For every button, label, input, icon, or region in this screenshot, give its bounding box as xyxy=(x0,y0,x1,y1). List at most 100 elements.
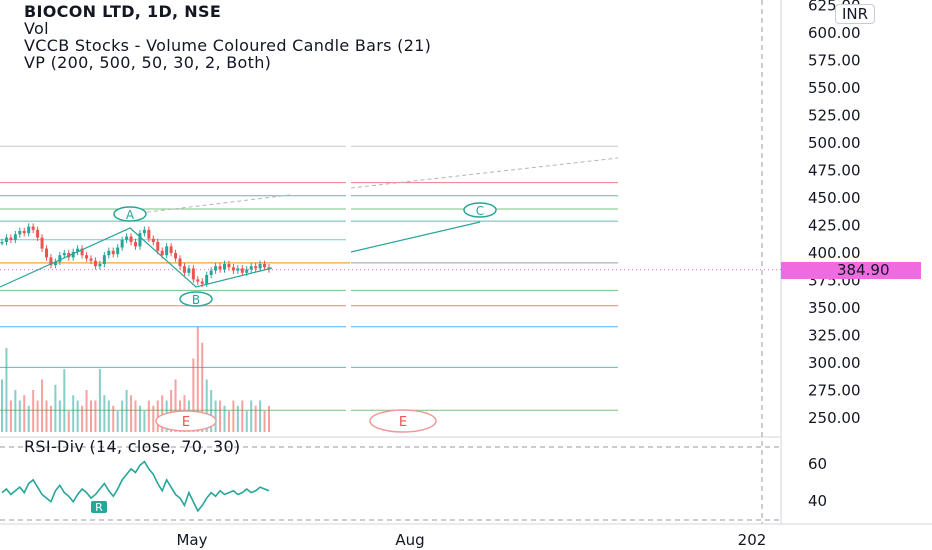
volume-bar xyxy=(54,384,57,432)
candle-body xyxy=(182,266,186,273)
candle-body xyxy=(169,246,173,253)
candle-body xyxy=(58,255,62,262)
volume-bar xyxy=(196,327,199,432)
candle-body xyxy=(245,269,249,273)
candle-body xyxy=(27,226,31,234)
volume-bar xyxy=(263,411,266,432)
candle-body xyxy=(36,229,40,238)
symbol-title[interactable]: BIOCON LTD, 1D, NSE xyxy=(24,2,222,21)
currency-badge[interactable]: INR xyxy=(835,4,876,24)
volume-bar xyxy=(223,405,226,432)
volume-bar xyxy=(41,379,44,432)
volume-bar xyxy=(147,400,150,432)
volume-bar xyxy=(174,379,177,432)
volume-bar xyxy=(245,411,248,432)
volume-bar xyxy=(98,369,101,432)
volume-bar xyxy=(5,348,8,432)
price-axis-label: 350.00 xyxy=(808,299,861,317)
volume-bar xyxy=(18,400,21,432)
event-marker-2[interactable]: E xyxy=(369,409,437,433)
volume-bar xyxy=(81,405,84,432)
candle-body xyxy=(231,267,235,271)
event-marker-1[interactable]: E xyxy=(155,410,217,432)
candle-body xyxy=(107,250,111,256)
volume-bar xyxy=(170,390,173,432)
volume-bar xyxy=(232,400,235,432)
volume-bar xyxy=(268,405,270,432)
candle-body xyxy=(187,268,191,273)
event-marker-2-text: E xyxy=(399,415,407,430)
wave-lines xyxy=(0,221,481,288)
candle-body xyxy=(236,268,240,271)
candle-body xyxy=(9,237,13,240)
candle-body xyxy=(214,266,218,271)
volume-bar xyxy=(85,390,88,432)
price-axis-label: 425.00 xyxy=(808,217,861,235)
wave-label-a-text: A xyxy=(126,208,135,222)
volume-bar xyxy=(58,400,61,432)
candle-body xyxy=(249,266,253,270)
price-axis-label: 500.00 xyxy=(808,134,861,152)
time-axis[interactable]: May Aug 202 xyxy=(176,531,766,549)
candle-body xyxy=(62,253,66,256)
trend-line xyxy=(139,194,291,214)
last-price-tag: 384.90 xyxy=(781,262,921,279)
candle-body xyxy=(205,275,209,284)
volume-bar xyxy=(49,405,52,432)
rsi-indicator-title[interactable]: RSI-Div (14, close, 70, 30) xyxy=(24,437,241,456)
candle-body xyxy=(85,255,89,259)
price-axis-label: 250.00 xyxy=(808,409,861,427)
candle-body xyxy=(120,239,124,248)
candle-body xyxy=(147,229,151,239)
price-axis[interactable]: 625.00600.00575.00550.00525.00500.00475.… xyxy=(808,0,861,427)
price-axis-label: 550.00 xyxy=(808,79,861,97)
candle-body xyxy=(40,237,44,249)
candle-body xyxy=(160,250,164,256)
candle-body xyxy=(13,234,17,240)
volume-bar xyxy=(67,411,70,432)
volume-bar xyxy=(219,400,222,432)
candle-body xyxy=(93,260,97,267)
candle-body xyxy=(53,261,57,266)
trend-line xyxy=(350,157,619,189)
volume-bar xyxy=(192,358,195,432)
candle-body xyxy=(218,266,222,270)
indicator-volume[interactable]: Vol xyxy=(24,19,49,38)
volume-bar xyxy=(63,369,66,432)
candle-body xyxy=(4,237,8,242)
candle-body xyxy=(71,251,75,258)
volume-bar xyxy=(130,395,133,432)
candle-body xyxy=(80,248,84,256)
volume-bar xyxy=(9,400,12,432)
wave-label-a[interactable]: A xyxy=(113,206,147,222)
volume-bar xyxy=(143,411,146,432)
indicator-volume-profile[interactable]: VP (200, 500, 50, 30, 2, Both) xyxy=(24,53,272,72)
wave-label-b-text: B xyxy=(192,293,200,307)
candle-body xyxy=(22,231,26,234)
wave-label-b[interactable]: B xyxy=(179,291,213,307)
volume-bar xyxy=(94,400,97,432)
indicator-vccb[interactable]: VCCB Stocks - Volume Coloured Candle Bar… xyxy=(24,36,432,55)
volume-bar xyxy=(112,405,115,432)
wave-abc-line xyxy=(0,227,273,288)
candle-body xyxy=(18,231,22,235)
rsi-divergence-marker[interactable]: R xyxy=(91,501,107,514)
candle-body xyxy=(178,258,182,267)
time-axis-label: Aug xyxy=(395,531,424,549)
candle-body xyxy=(134,242,137,247)
candle-body xyxy=(111,250,115,255)
volume-bar xyxy=(23,395,26,432)
volume-bar xyxy=(205,379,208,432)
candle-body xyxy=(165,246,169,256)
volume-bar xyxy=(214,400,217,432)
volume-bar xyxy=(152,405,155,432)
candle-body xyxy=(174,253,178,259)
volume-bar xyxy=(201,342,204,432)
candle-body xyxy=(240,268,244,273)
volume-bar xyxy=(72,395,75,432)
volume-bars xyxy=(1,327,270,432)
fib-levels xyxy=(0,145,781,411)
wave-label-c[interactable]: C xyxy=(463,202,497,218)
rsi-tick-60: 60 xyxy=(808,455,827,473)
